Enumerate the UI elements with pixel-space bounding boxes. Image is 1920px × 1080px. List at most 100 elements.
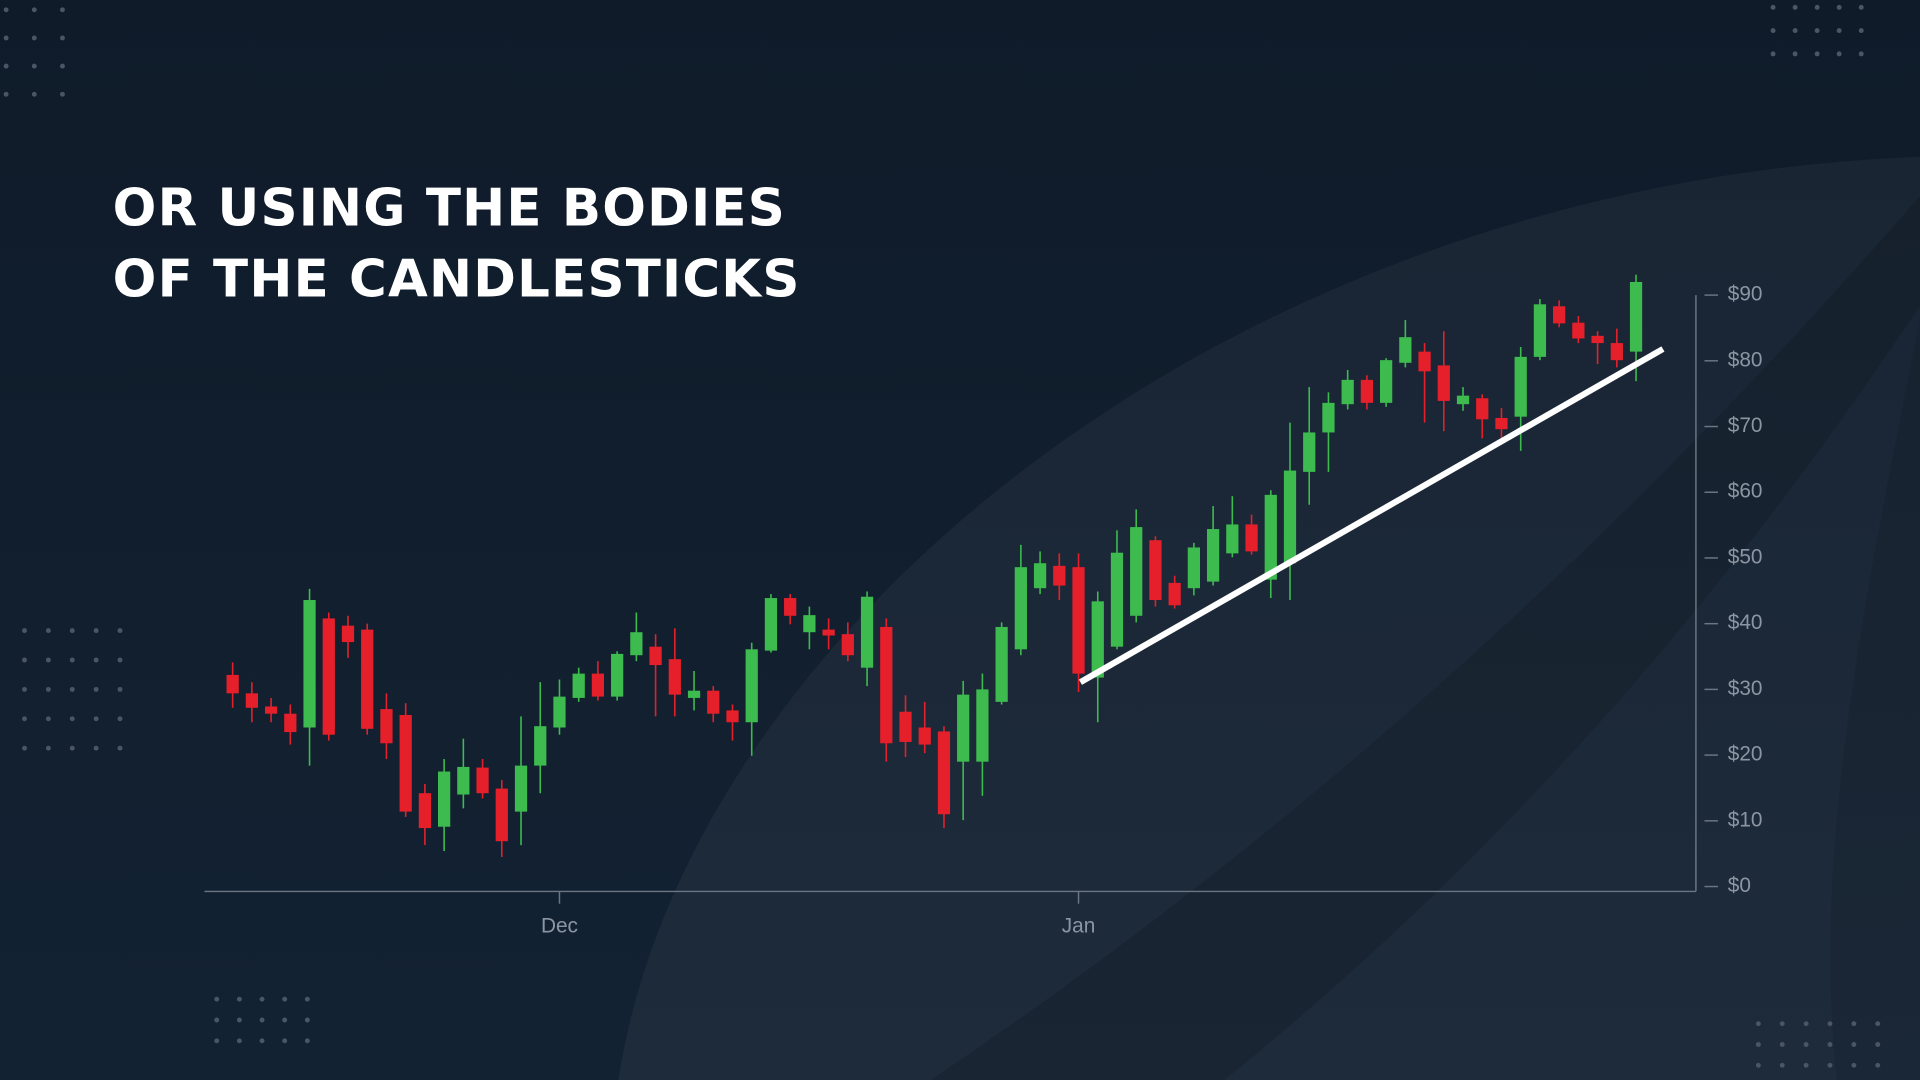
- decor-dot: [1803, 1062, 1809, 1068]
- decor-dot: [60, 63, 65, 69]
- decor-dot: [1792, 4, 1798, 10]
- candle-body: [1053, 565, 1066, 586]
- decor-dot: [60, 91, 65, 97]
- decor-dot: [22, 716, 27, 722]
- x-tick-label: Jan: [1062, 914, 1096, 937]
- candle-body: [245, 693, 258, 708]
- decor-dot: [69, 716, 75, 722]
- candle-body: [1245, 524, 1258, 552]
- decor-dot: [304, 1038, 310, 1044]
- decor-dot: [69, 745, 75, 751]
- decor-dot: [22, 628, 27, 634]
- y-tick-label: $0: [1728, 874, 1751, 897]
- decor-dot: [45, 657, 51, 663]
- decor-dot: [1858, 51, 1864, 57]
- plot: $0 $10 $20 $30 $40 $50 $60 $70 $80 $90 Dec Jan: [226, 274, 1763, 937]
- decor-dot: [117, 745, 123, 751]
- candle-body: [495, 788, 508, 842]
- candle-body: [707, 690, 720, 714]
- decor-dot: [1836, 28, 1842, 34]
- candle-body: [476, 767, 489, 794]
- decor-dot: [1779, 1021, 1785, 1027]
- candle-body: [1322, 402, 1335, 433]
- candle-body: [687, 690, 701, 698]
- candle-body: [1033, 563, 1047, 589]
- decor-dot: [1875, 1021, 1881, 1027]
- candle-body: [361, 629, 374, 729]
- candle-body: [1629, 281, 1643, 352]
- decor-dot: [236, 996, 242, 1002]
- decor-dots: [3, 4, 1881, 1068]
- candle-body: [1591, 335, 1604, 344]
- decor-dot: [31, 35, 37, 41]
- candle-body: [226, 674, 239, 694]
- decor-dot: [1851, 1021, 1857, 1027]
- decor-dot: [214, 1038, 220, 1044]
- decor-dot: [1803, 1042, 1809, 1047]
- decor-dot: [1792, 28, 1798, 34]
- candle-body: [822, 629, 835, 636]
- decor-dot: [1770, 28, 1776, 34]
- decor-dot: [3, 7, 9, 13]
- decor-dot: [22, 657, 27, 663]
- candle-body: [1610, 343, 1623, 361]
- candle-body: [1380, 360, 1393, 403]
- decor-dot: [1875, 1042, 1881, 1047]
- candle-body: [1360, 379, 1374, 403]
- candle-body: [764, 598, 778, 651]
- decor-dot: [60, 7, 65, 13]
- candle-body: [341, 625, 355, 643]
- decor-dot: [93, 628, 99, 634]
- candle-body: [649, 646, 662, 666]
- candle-body: [860, 596, 874, 668]
- candle-body: [1553, 306, 1566, 324]
- x-tick-label: Dec: [541, 914, 578, 937]
- candle-body: [880, 626, 893, 744]
- decor-dot: [1803, 1021, 1809, 1027]
- candle-body: [726, 710, 739, 723]
- y-tick-label: $80: [1728, 348, 1763, 371]
- candle-body: [1264, 494, 1277, 580]
- candle-body: [553, 696, 566, 728]
- candle-body: [1283, 470, 1297, 564]
- y-tick-label: $60: [1728, 480, 1763, 503]
- decor-dot: [282, 996, 288, 1002]
- decor-dot: [60, 35, 65, 41]
- candle-body: [899, 711, 912, 742]
- candle-body: [380, 709, 393, 744]
- candle-body: [1091, 601, 1104, 678]
- decor-dot: [3, 63, 9, 69]
- candle-body: [668, 659, 681, 695]
- candle-body: [1495, 417, 1508, 430]
- candle-body: [399, 715, 412, 812]
- decor-dot: [93, 745, 99, 751]
- candle-body: [534, 726, 547, 766]
- decor-dot: [1814, 51, 1820, 57]
- decor-dot: [1827, 1042, 1833, 1047]
- candle-body: [514, 765, 528, 812]
- decor-dot: [1770, 4, 1776, 10]
- decor-dot: [31, 63, 37, 69]
- candle-body: [803, 615, 816, 633]
- candle-body: [1437, 365, 1450, 401]
- candle-body: [457, 766, 470, 795]
- decor-dot: [117, 686, 123, 692]
- decor-dot: [22, 686, 27, 692]
- candle-body: [264, 706, 278, 714]
- candle-body: [1572, 322, 1585, 339]
- candle-body: [1341, 379, 1354, 405]
- decor-dot: [93, 657, 99, 663]
- decor-dot: [282, 1038, 288, 1044]
- decor-dot: [3, 35, 9, 41]
- decor-dot: [1814, 28, 1820, 34]
- candle-body: [1399, 337, 1412, 363]
- decor-dot: [1851, 1062, 1857, 1068]
- decor-dot: [1779, 1042, 1785, 1047]
- candle-body: [322, 618, 335, 735]
- decor-dot: [1858, 4, 1864, 10]
- decor-dot: [259, 1038, 265, 1044]
- decor-dot: [282, 1017, 288, 1023]
- y-tick-label: $90: [1728, 283, 1763, 306]
